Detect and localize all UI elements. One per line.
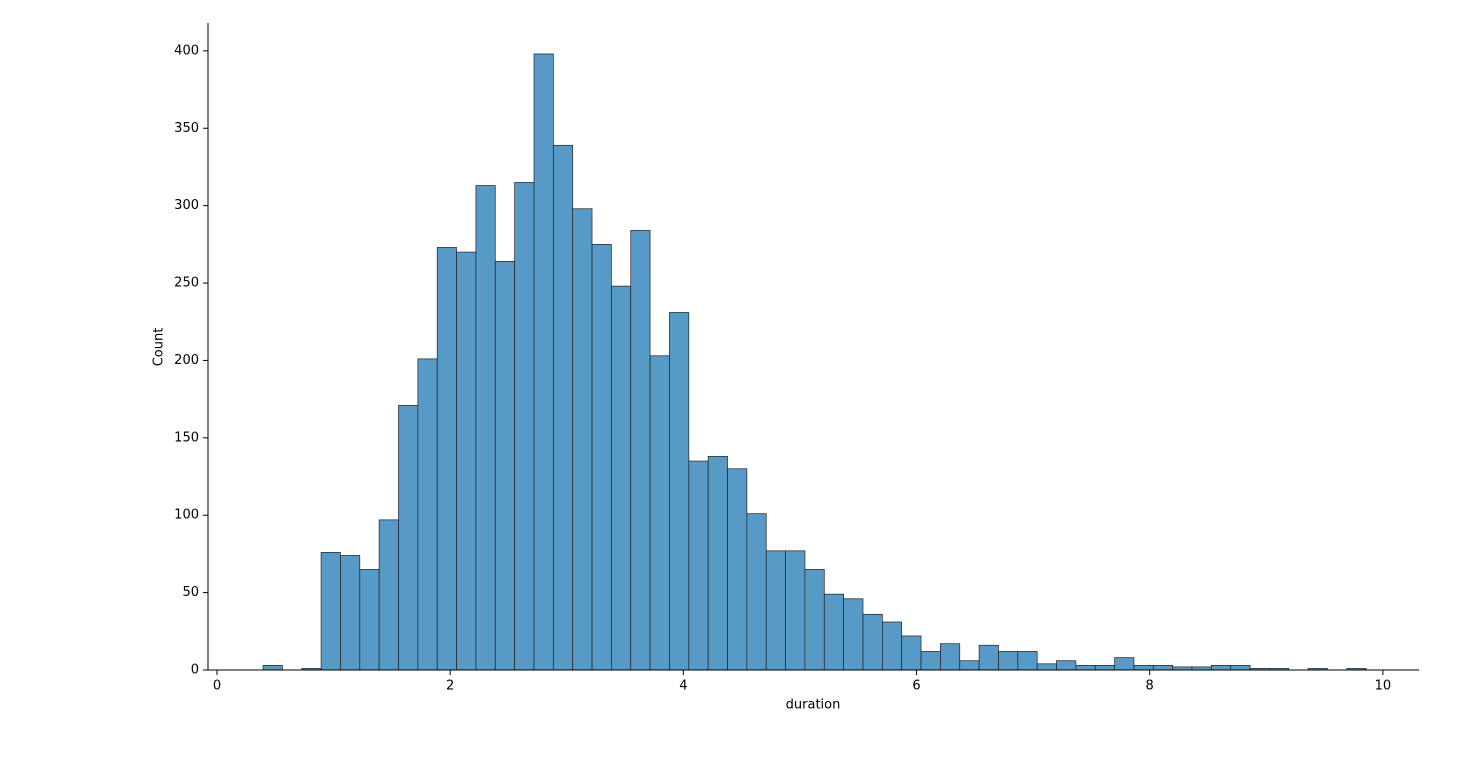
x-tick-label: 2 bbox=[446, 679, 454, 694]
bar bbox=[398, 404, 419, 671]
bar bbox=[378, 519, 399, 671]
x-tick-label: 6 bbox=[912, 679, 920, 694]
y-tick-label: 250 bbox=[174, 276, 199, 291]
bar bbox=[1056, 660, 1077, 671]
y-axis-label: Count bbox=[152, 328, 167, 367]
x-tick-label: 4 bbox=[679, 679, 687, 694]
bar bbox=[611, 285, 632, 671]
bar bbox=[804, 569, 825, 671]
bar bbox=[881, 621, 903, 671]
bar bbox=[901, 635, 922, 671]
bar bbox=[1152, 665, 1173, 671]
y-tick-label: 400 bbox=[174, 43, 199, 58]
bar bbox=[1211, 665, 1232, 671]
bar bbox=[707, 456, 728, 671]
x-tick-label: 0 bbox=[213, 679, 221, 694]
bar bbox=[785, 550, 806, 671]
bar bbox=[940, 643, 961, 671]
bar bbox=[727, 468, 748, 671]
bar bbox=[262, 665, 283, 671]
bar bbox=[920, 651, 941, 671]
bar bbox=[572, 208, 593, 671]
y-tick-label: 50 bbox=[182, 585, 199, 600]
bar bbox=[533, 53, 554, 671]
bar bbox=[1017, 651, 1038, 671]
bar bbox=[552, 144, 574, 671]
bar bbox=[1075, 665, 1096, 671]
bar bbox=[436, 247, 457, 671]
bar bbox=[746, 513, 767, 671]
bar bbox=[688, 460, 709, 671]
bar bbox=[514, 182, 535, 671]
bar bbox=[862, 613, 883, 671]
bar bbox=[1036, 663, 1057, 671]
bar bbox=[320, 552, 341, 671]
bar bbox=[998, 651, 1019, 671]
bar bbox=[340, 555, 361, 671]
bar bbox=[494, 261, 515, 671]
x-tick-label: 8 bbox=[1146, 679, 1154, 694]
bar bbox=[1230, 665, 1251, 671]
bar bbox=[669, 312, 690, 671]
bar bbox=[456, 251, 477, 671]
bar bbox=[630, 230, 651, 671]
y-tick-label: 100 bbox=[174, 508, 199, 523]
bar bbox=[1094, 665, 1115, 671]
bar bbox=[1133, 665, 1154, 671]
bar bbox=[823, 593, 844, 671]
bar bbox=[1114, 657, 1135, 671]
y-tick-label: 150 bbox=[174, 430, 199, 445]
bar bbox=[765, 550, 786, 671]
bar bbox=[959, 660, 980, 671]
bar bbox=[649, 355, 670, 671]
y-tick-label: 350 bbox=[174, 121, 199, 136]
bar bbox=[475, 185, 496, 671]
bar bbox=[417, 358, 438, 671]
x-axis-label: duration bbox=[786, 698, 841, 713]
bar bbox=[843, 598, 864, 671]
bar bbox=[591, 243, 612, 671]
x-tick-label: 10 bbox=[1375, 679, 1392, 694]
y-tick-label: 300 bbox=[174, 198, 199, 213]
bar bbox=[978, 644, 999, 671]
y-tick-label: 200 bbox=[174, 353, 199, 368]
bar bbox=[359, 569, 380, 671]
y-tick-label: 0 bbox=[191, 663, 199, 678]
